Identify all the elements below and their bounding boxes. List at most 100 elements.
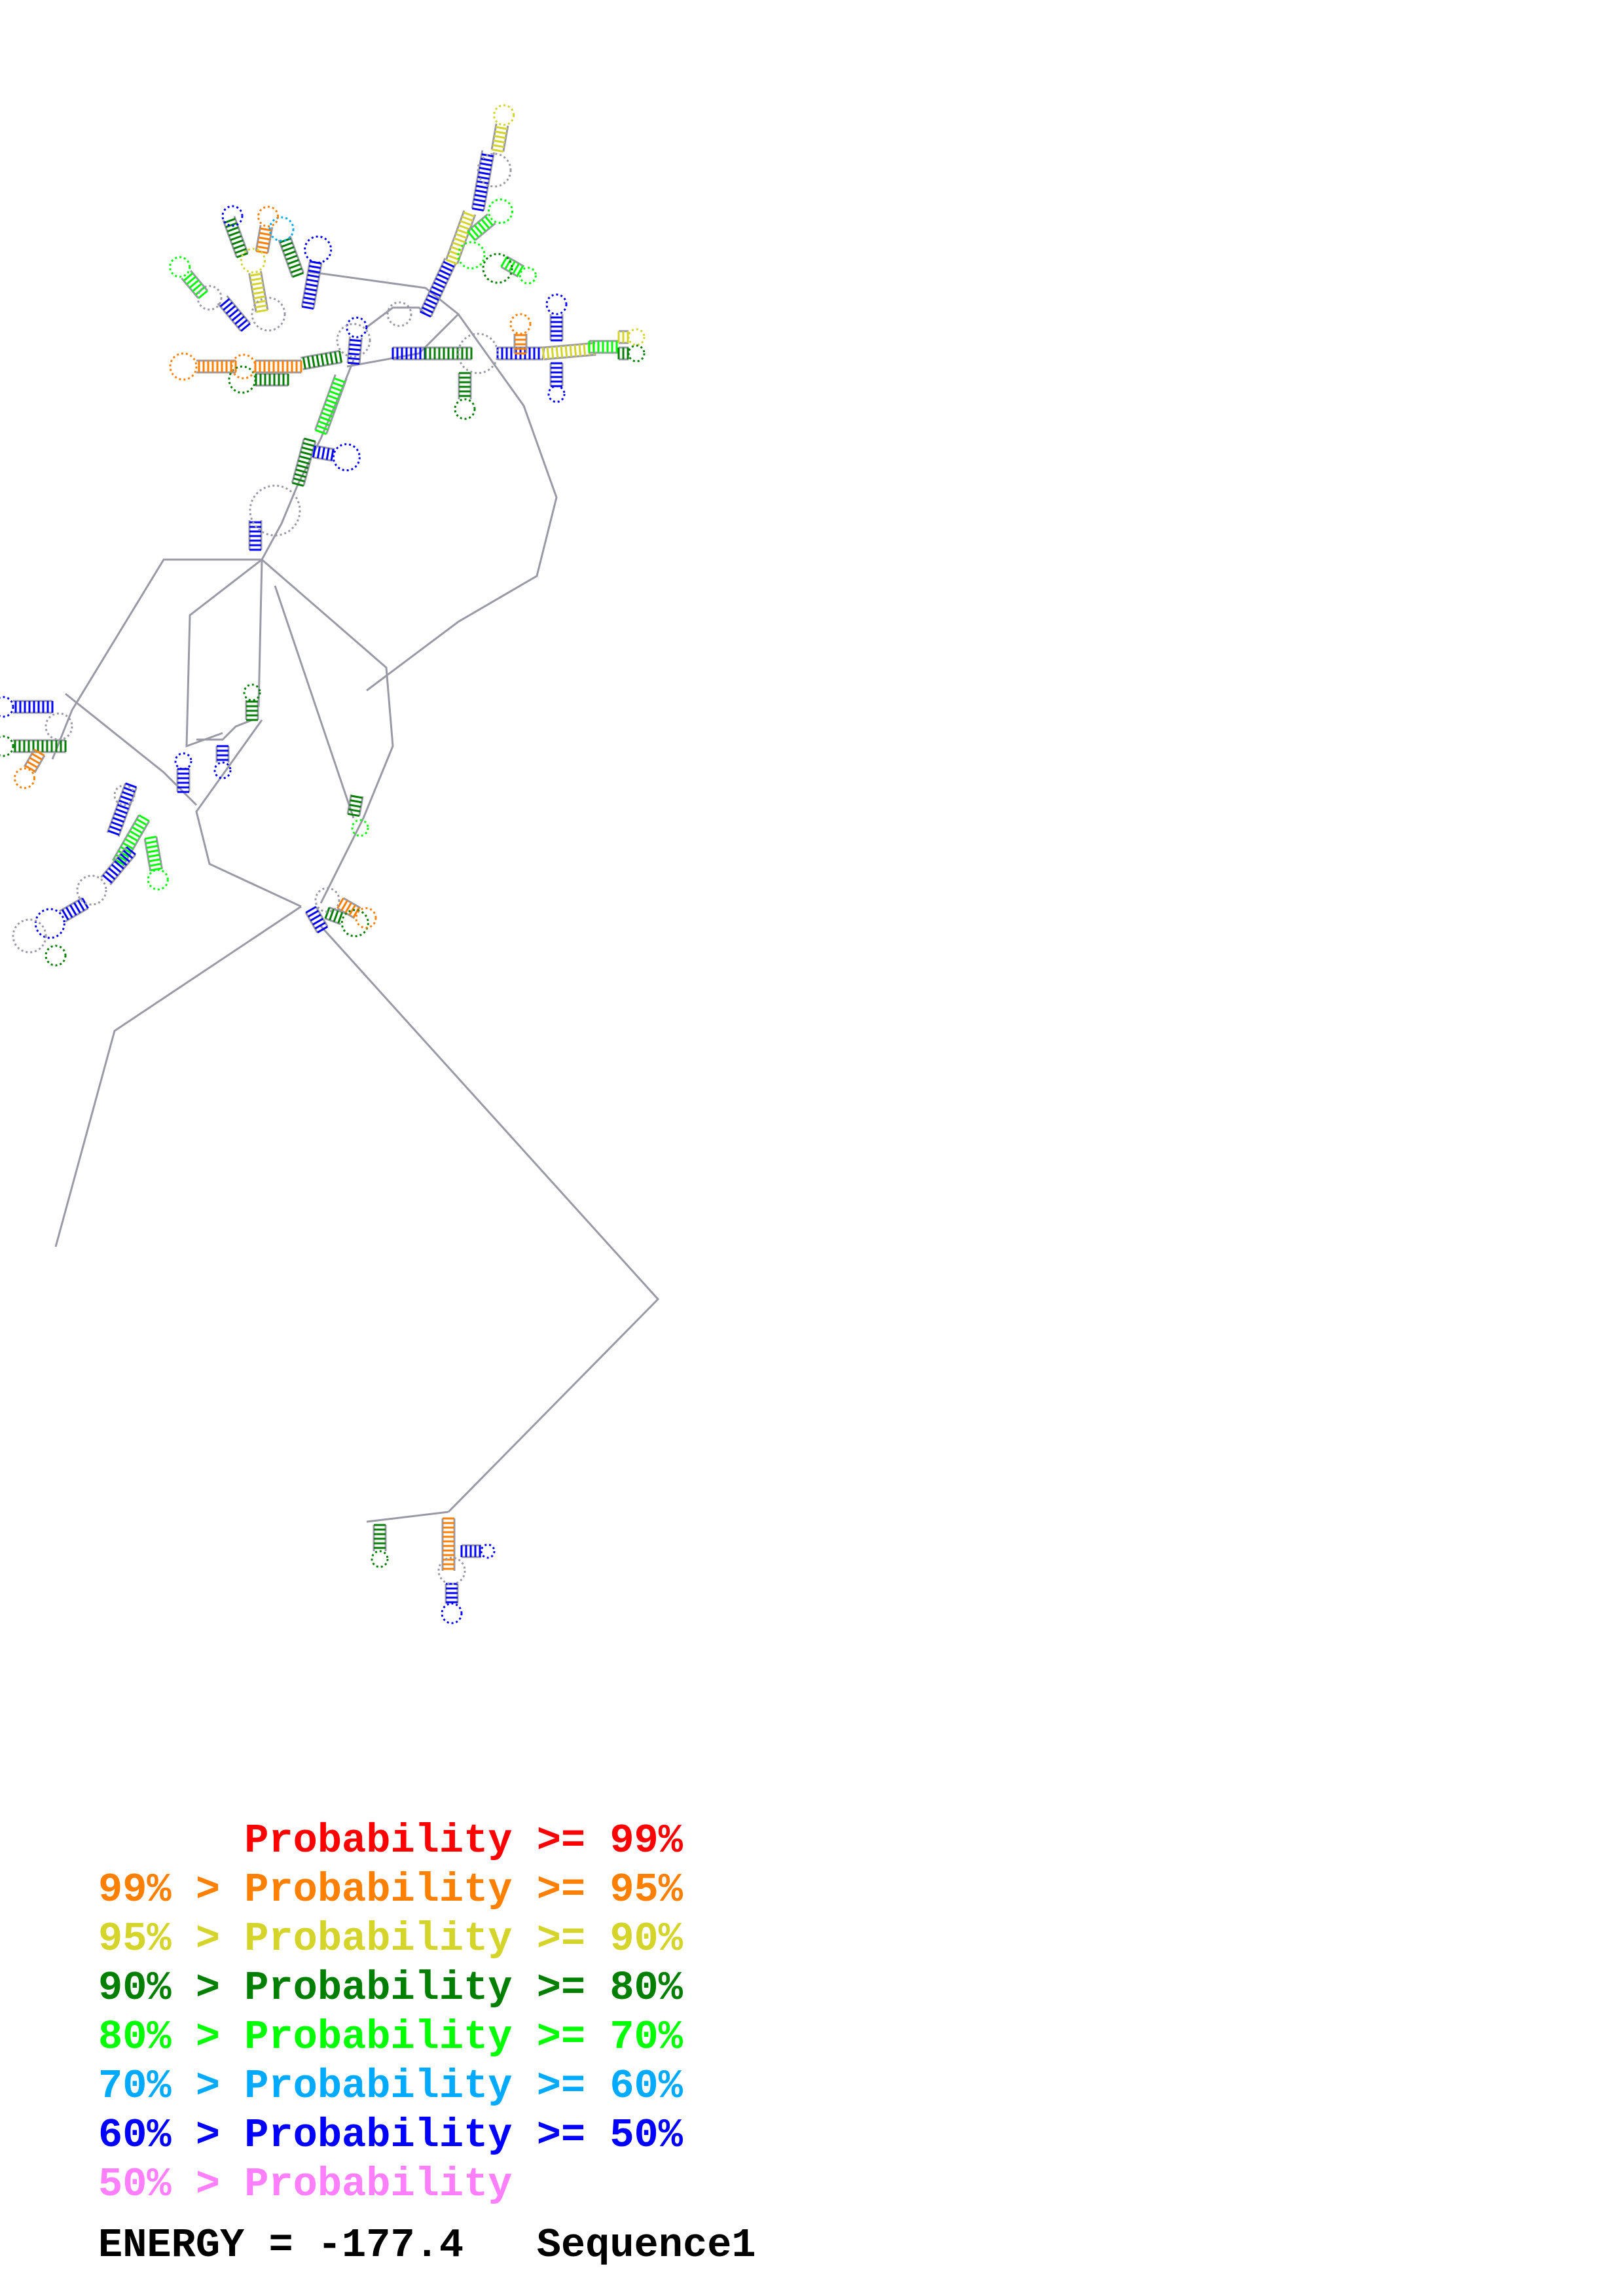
helix xyxy=(373,1524,387,1551)
internal-loop xyxy=(482,253,513,284)
hairpin-loop xyxy=(351,819,369,837)
helix xyxy=(301,350,343,370)
backbone-segment xyxy=(366,306,427,329)
internal-loop xyxy=(336,323,371,358)
hairpin-loop xyxy=(169,352,198,381)
helix xyxy=(617,346,629,361)
hairpin-loop xyxy=(493,104,515,126)
legend-row: 60% > Probability >= 50% xyxy=(98,2112,683,2159)
backbone-segment xyxy=(366,314,558,692)
helix xyxy=(549,314,564,342)
helix xyxy=(471,150,495,212)
internal-loop xyxy=(386,301,412,327)
hairpin-loop xyxy=(627,344,646,363)
hairpin-loop xyxy=(147,869,169,891)
backbone-lines xyxy=(51,270,660,1523)
internal-loop xyxy=(457,241,486,270)
helix xyxy=(217,295,251,332)
hairpin-loop xyxy=(480,1543,496,1559)
hairpin-loop xyxy=(221,205,244,227)
hairpin-loop xyxy=(34,908,65,939)
internal-loop xyxy=(113,784,136,806)
backbone-segment xyxy=(196,719,253,741)
hairpin-loop xyxy=(304,235,333,264)
helix xyxy=(196,359,237,374)
internal-loop xyxy=(314,887,340,913)
helix xyxy=(346,336,363,365)
backbone-segment xyxy=(257,559,263,708)
multiloop xyxy=(12,918,47,954)
helix xyxy=(304,906,329,934)
helix xyxy=(111,814,151,867)
hairpin-loop xyxy=(213,761,232,780)
backbone-segment xyxy=(195,719,302,908)
helix xyxy=(324,906,346,925)
helix xyxy=(460,1544,481,1558)
hairpin-loop xyxy=(355,907,377,929)
helix xyxy=(424,346,473,361)
backbone-segment xyxy=(65,692,198,806)
legend-row: 90% > Probability >= 80% xyxy=(98,1965,683,2011)
backbone-segment xyxy=(261,558,394,904)
legend-row: 99% > Probability >= 95% xyxy=(98,1867,683,1913)
helix xyxy=(278,236,304,278)
legend-row: Probability >= 99% xyxy=(98,1818,683,1864)
helix xyxy=(255,224,274,255)
hairpin-loop xyxy=(196,285,223,311)
helix xyxy=(222,216,249,259)
hairpin-loop xyxy=(174,752,192,770)
helix xyxy=(337,897,361,920)
helix xyxy=(500,255,525,278)
backbone-segment xyxy=(307,270,460,368)
hairpin-loop xyxy=(441,1602,463,1624)
probability-legend: Probability >= 99% 99% > Probability >= 9… xyxy=(98,1816,683,2209)
helix xyxy=(248,520,263,551)
helix xyxy=(588,340,619,354)
hairpin-loop xyxy=(545,293,568,315)
helix xyxy=(254,359,302,374)
hairpin-loop xyxy=(268,216,295,242)
helix xyxy=(617,330,629,344)
helix xyxy=(541,342,596,361)
helix xyxy=(445,210,477,265)
energy-label: ENERGY = -177.4 xyxy=(98,2222,464,2269)
multiloop xyxy=(249,484,301,537)
hairpin-loop xyxy=(547,385,566,403)
hairpin-loop xyxy=(230,353,257,380)
helix xyxy=(176,768,191,793)
hairpin-loop xyxy=(487,198,513,224)
helix xyxy=(314,374,348,435)
sequence-name: Sequence1 xyxy=(536,2222,756,2269)
helix xyxy=(312,444,335,462)
helix xyxy=(13,700,54,714)
internal-loop xyxy=(477,152,512,188)
helices xyxy=(13,123,629,1604)
hairpin-loop xyxy=(519,266,537,285)
hairpin-loop xyxy=(627,328,646,346)
helix xyxy=(301,260,323,310)
helix xyxy=(59,897,89,923)
internal-loop xyxy=(76,874,107,906)
helix xyxy=(291,437,317,487)
hairpin-loop xyxy=(0,735,14,757)
hairpin-loop xyxy=(0,696,14,718)
backbone-segment xyxy=(366,1511,449,1523)
hairpin-loop xyxy=(346,316,368,338)
hairpin-loop xyxy=(509,313,532,335)
helix xyxy=(419,257,457,318)
internal-loop xyxy=(45,712,73,741)
hairpin-loop xyxy=(243,683,261,702)
loops xyxy=(0,104,646,1624)
helix xyxy=(467,213,496,242)
legend-row: 95% > Probability >= 90% xyxy=(98,1916,683,1962)
hairpin-loop xyxy=(228,365,257,394)
backbone-segment xyxy=(54,905,302,1247)
rna-secondary-structure xyxy=(0,104,660,1624)
helix xyxy=(392,346,426,361)
hairpin-loop xyxy=(240,247,266,274)
hairpin-loop xyxy=(257,206,280,228)
hairpin-loop xyxy=(340,908,369,937)
hairpin-loop xyxy=(14,767,35,789)
helix xyxy=(255,372,289,387)
helix xyxy=(143,835,164,872)
